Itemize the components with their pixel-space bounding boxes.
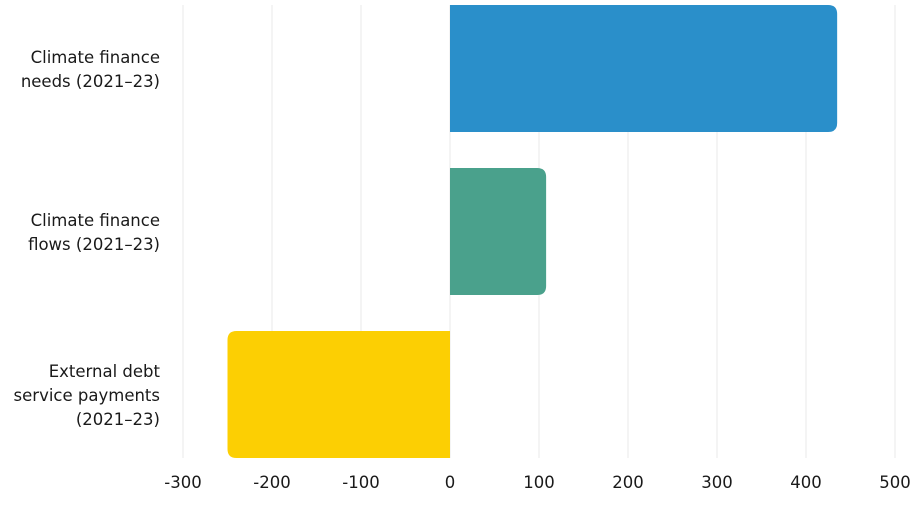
- x-tick-label: -300: [164, 473, 201, 492]
- x-tick-label: 500: [879, 473, 911, 492]
- x-tick-label: 400: [790, 473, 822, 492]
- x-tick-label: -200: [253, 473, 290, 492]
- category-label: External debt service payments (2021–23): [13, 361, 160, 429]
- category-label: Climate finance needs (2021–23): [20, 47, 160, 91]
- x-tick-label: 0: [445, 473, 456, 492]
- bars: [227, 5, 838, 458]
- category-label: Climate finance flows (2021–23): [28, 210, 160, 254]
- bar: [450, 5, 838, 132]
- bar: [450, 168, 547, 295]
- x-tick-label: 200: [612, 473, 644, 492]
- x-axis-ticks: -300 -200 -100 0 100 200 300 400 500: [164, 473, 910, 492]
- x-tick-label: -100: [342, 473, 379, 492]
- bar: [227, 331, 450, 458]
- x-tick-label: 100: [523, 473, 555, 492]
- x-tick-label: 300: [701, 473, 733, 492]
